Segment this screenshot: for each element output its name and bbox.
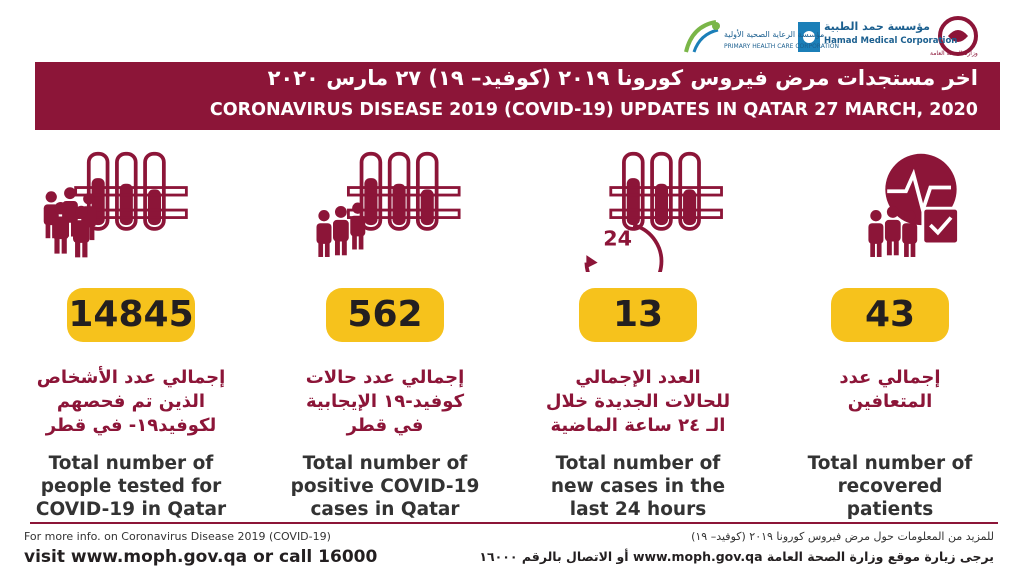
stat-card: 562 إجمالي عدد حالات كوفيد-١٩ الإيجابية في … bbox=[260, 150, 510, 521]
stat-icon bbox=[316, 151, 461, 257]
footer-contact: visit www.moph.gov.qa or call 16000 bbox=[24, 547, 378, 567]
hmc-name-ar: مؤسسة حمد الطبية bbox=[824, 20, 930, 33]
stat-value: 562 bbox=[326, 288, 444, 342]
label-line: positive COVID-19 bbox=[290, 476, 480, 497]
stat-card: 43 إجمالي عدد المتعافين Total number of reco… bbox=[765, 150, 1015, 521]
phcc-emblem bbox=[684, 20, 720, 53]
label-line: للحالات الجديدة خلال bbox=[545, 391, 731, 412]
hmc-name-en: Hamad Medical Corporation bbox=[824, 36, 958, 46]
stat-label-arabic: العدد الإجمالي للحالات الجديدة خلال الـ ٢٤… bbox=[513, 366, 763, 444]
footer-contact-arabic: يرجى زيارة موقع وزارة الصحة العامة www.m… bbox=[479, 549, 994, 564]
label-line: إجمالي عدد الأشخاص bbox=[36, 367, 226, 388]
header-banner: اخر مستجدات مرض فيروس كورونا ٢٠١٩ (كوفيد… bbox=[35, 62, 1000, 130]
stat-value: 13 bbox=[579, 288, 697, 342]
label-line: كوفيد-١٩ الإيجابية bbox=[305, 391, 465, 412]
stat-label-arabic: إجمالي عدد الأشخاص الذين تم فحصهم لكوفيد١٩… bbox=[6, 366, 256, 444]
label-line: new cases in the bbox=[550, 476, 726, 497]
label-line: cases in Qatar bbox=[310, 499, 460, 520]
moph-name: وزارة الصحة العامة bbox=[930, 50, 978, 57]
label-line: في قطر bbox=[346, 415, 424, 436]
label-line: لكوفيد١٩- في قطر bbox=[45, 415, 217, 436]
label-line: Total number of bbox=[302, 453, 468, 474]
stat-label-english: Total number of new cases in the last 24 h… bbox=[513, 452, 763, 521]
stat-icon bbox=[43, 151, 188, 258]
label-line: recovered bbox=[837, 476, 943, 497]
stat-card: 24 13 العدد الإجمالي للحالات الجديدة خلال ال… bbox=[513, 150, 763, 521]
moph-emblem bbox=[938, 16, 978, 56]
label-line: المتعافين bbox=[847, 391, 933, 412]
label-line: Total number of bbox=[48, 453, 214, 474]
phcc-name-en: PRIMARY HEALTH CARE CORPORATION bbox=[724, 43, 839, 50]
label-line: Total number of bbox=[555, 453, 721, 474]
hmc-emblem bbox=[798, 22, 820, 52]
stat-icon bbox=[868, 153, 960, 257]
stat-card: 14845 إجمالي عدد الأشخاص الذين تم فحصهم لكو… bbox=[6, 150, 256, 521]
stat-label-english: Total number of people tested for COVID-19… bbox=[6, 452, 256, 521]
label-line: إجمالي عدد حالات bbox=[305, 367, 465, 388]
label-line: العدد الإجمالي bbox=[575, 367, 701, 388]
footer-rule bbox=[30, 522, 998, 524]
footer-info-arabic: للمزيد من المعلومات حول مرض فيروس كورونا… bbox=[691, 530, 994, 543]
icon-label: 24 bbox=[603, 227, 632, 251]
stat-value: 14845 bbox=[67, 288, 195, 342]
label-line: إجمالي عدد bbox=[839, 367, 941, 388]
title-english: CORONAVIRUS DISEASE 2019 (COVID-19) UPDA… bbox=[209, 100, 978, 120]
label-line: Total number of bbox=[807, 453, 973, 474]
stat-label-english: Total number of recovered patients bbox=[765, 452, 1015, 521]
label-line: last 24 hours bbox=[569, 499, 707, 520]
label-line: COVID-19 in Qatar bbox=[35, 499, 227, 520]
stat-label-arabic: إجمالي عدد المتعافين bbox=[765, 366, 1015, 444]
label-line: الـ ٢٤ ساعة الماضية bbox=[550, 415, 726, 436]
stat-label-english: Total number of positive COVID-19 cases in… bbox=[260, 452, 510, 521]
footer-info: For more info. on Coronavirus Disease 20… bbox=[24, 530, 331, 543]
stat-label-arabic: إجمالي عدد حالات كوفيد-١٩ الإيجابية في قطر bbox=[260, 366, 510, 444]
label-line: people tested for bbox=[40, 476, 222, 497]
phcc-name-ar: مؤسسة الرعاية الصحية الأولية bbox=[724, 30, 825, 39]
stat-value: 43 bbox=[831, 288, 949, 342]
title-arabic: اخر مستجدات مرض فيروس كورونا ٢٠١٩ (كوفيد… bbox=[267, 66, 978, 90]
stat-icon: 24 bbox=[584, 151, 723, 272]
label-line: patients bbox=[846, 499, 934, 520]
label-line: الذين تم فحصهم bbox=[56, 391, 206, 412]
